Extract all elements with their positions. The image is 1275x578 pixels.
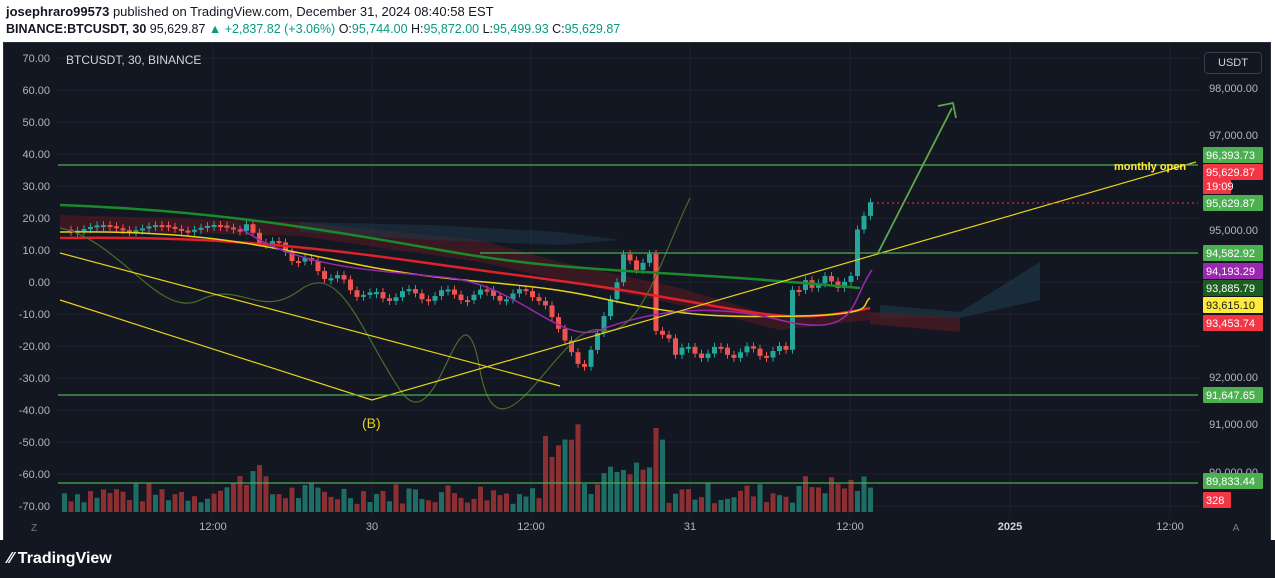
symbol-name: BINANCE:BTCUSDT, 30 <box>6 22 147 36</box>
footer-bar: ⁄⁄ TradingView <box>0 540 1275 578</box>
tradingview-logo[interactable]: ⁄⁄ TradingView <box>8 550 112 568</box>
price-change: ▲ +2,837.82 (+3.06%) <box>208 22 336 36</box>
close-label: C: <box>552 22 565 36</box>
low-value: 95,499.93 <box>493 22 549 36</box>
currency-button[interactable]: USDT <box>1204 52 1262 74</box>
publish-header: josephraro99573 published on TradingView… <box>0 0 1275 42</box>
publish-line: josephraro99573 published on TradingView… <box>6 4 494 19</box>
open-label: O: <box>338 22 352 36</box>
publisher-name[interactable]: josephraro99573 <box>6 4 110 19</box>
tradingview-logo-icon: ⁄⁄ <box>8 550 18 567</box>
open-value: 95,744.00 <box>351 22 408 36</box>
high-label: H: <box>411 22 424 36</box>
publish-info: published on TradingView.com, December 3… <box>109 4 494 19</box>
close-value: 95,629.87 <box>564 22 621 36</box>
low-label: L: <box>482 22 494 36</box>
last-price: 95,629.87 <box>149 22 206 36</box>
chart-frame[interactable] <box>3 42 1271 542</box>
symbol-line: BINANCE:BTCUSDT, 30 95,629.87 ▲ +2,837.8… <box>6 22 620 36</box>
brand-name: TradingView <box>17 550 112 567</box>
high-value: 95,872.00 <box>423 22 480 36</box>
